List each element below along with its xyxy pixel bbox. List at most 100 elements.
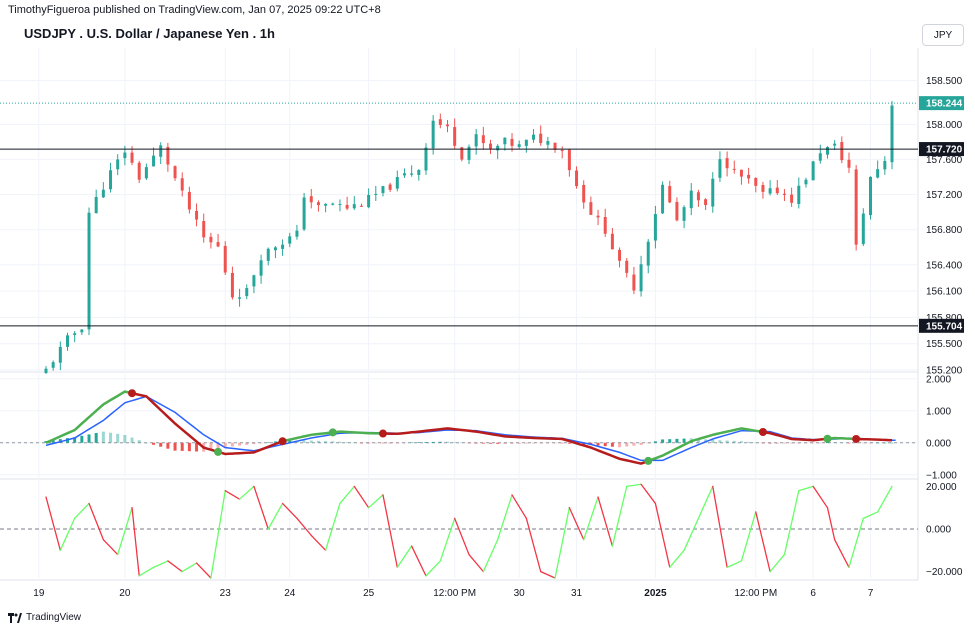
- candle-body: [80, 329, 84, 333]
- candle: [288, 232, 292, 248]
- macd-histogram-bar: [682, 438, 686, 443]
- macd-histogram-bar: [524, 442, 528, 444]
- candle-body: [725, 158, 729, 169]
- macd-pane: [0, 389, 918, 465]
- candle-body: [152, 155, 156, 167]
- candle: [410, 165, 414, 177]
- candle: [625, 258, 629, 278]
- candle-body: [202, 221, 206, 238]
- osc-line-segment: [425, 560, 441, 577]
- candle: [180, 172, 184, 197]
- macd-histogram-bar: [825, 442, 829, 444]
- macd-histogram-bar: [668, 439, 672, 443]
- tradingview-logo-icon: [8, 612, 22, 623]
- osc-line-segment: [339, 485, 355, 505]
- candle-body: [768, 188, 772, 194]
- osc-line-segment: [654, 502, 671, 568]
- candle-body: [696, 192, 700, 201]
- candle-body: [481, 135, 485, 144]
- candle-body: [438, 119, 442, 125]
- candle-body: [653, 214, 657, 241]
- candle-body: [159, 145, 163, 157]
- macd-cross-dot: [278, 437, 287, 446]
- macd-fast-line-segment: [131, 391, 219, 454]
- candle: [359, 203, 363, 208]
- candle-body: [166, 146, 170, 165]
- candle-body: [417, 169, 421, 175]
- macd-histogram-bar: [116, 433, 120, 443]
- price-tick-label: 156.800: [926, 225, 963, 236]
- chart-canvas[interactable]: 158.500 158.000 157.600 157.200 156.800 156.4…: [0, 0, 975, 610]
- macd-histogram-bar: [804, 442, 808, 444]
- osc-line-segment: [102, 539, 119, 556]
- macd-histogram-bar: [266, 442, 270, 443]
- price-tick-label: 158.500: [926, 76, 963, 87]
- candle: [532, 129, 536, 143]
- macd-histogram-bar: [467, 442, 471, 444]
- candle: [73, 330, 77, 343]
- candle: [331, 202, 335, 206]
- candle-body: [259, 260, 263, 276]
- macd-histogram-bar: [890, 442, 894, 444]
- candle: [173, 165, 177, 181]
- candle: [417, 169, 421, 181]
- macd-histogram-bar: [775, 442, 779, 444]
- candle: [689, 183, 693, 216]
- candle-body: [739, 169, 743, 177]
- candle-body: [854, 169, 858, 245]
- candle-body: [209, 236, 213, 243]
- candle-body: [216, 242, 220, 247]
- macd-histogram-bar: [424, 442, 428, 443]
- candle-body: [252, 275, 256, 287]
- macd-histogram-bar: [338, 441, 342, 443]
- macd-histogram-bar: [367, 442, 371, 444]
- macd-histogram-bar: [818, 442, 822, 444]
- candle: [424, 143, 428, 175]
- currency-button[interactable]: JPY: [922, 24, 964, 46]
- osc-line-segment: [138, 566, 155, 577]
- candle-body: [704, 199, 708, 206]
- osc-line-segment: [511, 494, 528, 519]
- macd-histogram-bar: [395, 442, 399, 444]
- candle-body: [825, 147, 829, 155]
- macd-tick-label: 1.000: [926, 406, 951, 417]
- candle-body: [331, 203, 335, 205]
- osc-line-segment: [862, 511, 879, 519]
- osc-line-segment: [224, 490, 241, 500]
- osc-line-segment: [310, 534, 327, 551]
- candle: [159, 142, 163, 165]
- macd-histogram-bar: [417, 442, 421, 443]
- osc-line-segment: [640, 483, 657, 505]
- macd-histogram-bar: [797, 442, 801, 444]
- osc-line-segment: [812, 485, 829, 509]
- candle-body: [395, 177, 399, 189]
- osc-line-segment: [726, 560, 743, 568]
- candle-body: [689, 190, 693, 209]
- macd-histogram-bar: [474, 442, 478, 444]
- candle-body: [402, 173, 406, 176]
- osc-line-segment: [848, 517, 864, 568]
- macd-histogram-bar: [259, 442, 263, 444]
- candle: [238, 288, 242, 307]
- osc-line-segment: [45, 496, 61, 551]
- candle-body: [431, 120, 435, 149]
- macd-histogram-bar: [653, 441, 657, 443]
- candle-body: [589, 202, 593, 215]
- level-price-label: 157.720: [926, 145, 963, 156]
- tradingview-logo[interactable]: TradingView: [8, 612, 81, 623]
- candle-body: [546, 141, 550, 145]
- macd-fast-line-segment: [45, 390, 133, 444]
- macd-histogram-bar: [517, 442, 521, 444]
- time-tick-label: 31: [571, 588, 583, 599]
- candle-body: [345, 204, 349, 209]
- candle-body: [453, 127, 457, 146]
- candle-body: [445, 124, 449, 127]
- candle-body: [281, 244, 285, 249]
- candle: [216, 233, 220, 248]
- candle: [94, 189, 98, 214]
- candle-body: [144, 167, 148, 179]
- candle: [309, 188, 313, 209]
- osc-line-segment: [611, 485, 628, 547]
- candle-body: [424, 147, 428, 171]
- osc-line-segment: [167, 560, 183, 573]
